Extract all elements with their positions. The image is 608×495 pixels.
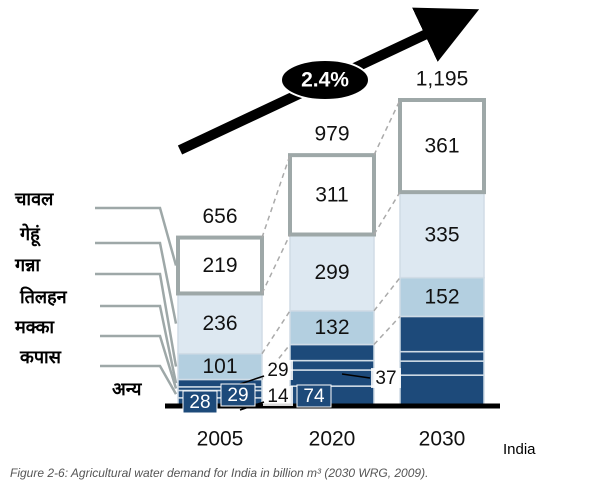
segment-label: 14: [267, 386, 289, 407]
segment-label: 29: [227, 385, 248, 406]
segment-label: 132: [314, 316, 349, 339]
legend-line: [100, 364, 178, 395]
segment-label: 37: [375, 368, 396, 389]
bar-segment: [289, 359, 375, 371]
legend-line: [95, 241, 178, 324]
growth-badge: [280, 59, 370, 101]
bar-segment: [399, 374, 485, 406]
label-bg: [371, 368, 401, 388]
segment-label: 311: [315, 183, 348, 206]
segment-label: 361: [424, 135, 459, 158]
legend-line: [95, 206, 178, 266]
total-label: 1,195: [416, 68, 469, 91]
legend-line: [95, 272, 178, 367]
bar-segment: [177, 352, 263, 381]
label-box: [182, 390, 218, 414]
total-label: 979: [314, 123, 349, 146]
bar-segment: [399, 360, 485, 376]
connector: [261, 154, 291, 238]
legend-label: तिलहन: [19, 286, 68, 307]
legend-label: चावल: [14, 189, 54, 209]
bar-segment: [177, 292, 263, 355]
connector: [261, 234, 291, 294]
source-label: India: [503, 441, 536, 458]
bar-segment: [399, 276, 485, 318]
leader-line: [341, 373, 371, 379]
bar-segment: [399, 191, 485, 279]
legend-label: गेहूं: [19, 223, 41, 247]
leader-line: [239, 375, 265, 385]
caption: Figure 2-6: Agricultural water demand fo…: [10, 466, 428, 480]
legend-line: [100, 334, 178, 389]
segment-label: 152: [424, 286, 459, 309]
label-bg: [263, 360, 293, 380]
bar-segment: [176, 235, 264, 296]
legend-label: गन्ना: [14, 255, 41, 275]
bar-segment: [289, 369, 375, 387]
bar-segment: [399, 315, 485, 353]
connector: [373, 191, 401, 235]
segment-label: 28: [189, 392, 210, 413]
legend-label: मक्का: [14, 317, 55, 337]
label-box: [220, 383, 256, 407]
label-bg: [263, 386, 293, 406]
x-tick-label: 2020: [309, 428, 356, 451]
segment-label: 236: [202, 312, 237, 335]
segment-label: 29: [267, 360, 288, 381]
growth-label: 2.4%: [301, 69, 349, 92]
segment-label: 219: [202, 254, 237, 277]
connector: [373, 315, 401, 346]
segment-label: 101: [202, 355, 237, 378]
segment-label: 335: [424, 223, 459, 246]
x-tick-label: 2005: [197, 428, 244, 451]
connector: [261, 310, 291, 355]
legend-label: अन्य: [112, 379, 143, 399]
legend-line: [100, 304, 178, 384]
bar-segment: [398, 98, 486, 195]
bar-segment: [399, 350, 485, 362]
connector: [373, 99, 401, 156]
bar-segment: [289, 233, 375, 312]
bar-segment: [288, 153, 376, 237]
x-tick-label: 2030: [419, 428, 466, 451]
total-label: 656: [202, 205, 237, 228]
legend-label: कपास: [19, 347, 62, 367]
segment-label: 299: [314, 261, 349, 284]
connector: [373, 277, 401, 312]
label-box: [296, 384, 332, 408]
segment-label: 74: [303, 386, 325, 407]
bar-segment: [289, 343, 375, 362]
